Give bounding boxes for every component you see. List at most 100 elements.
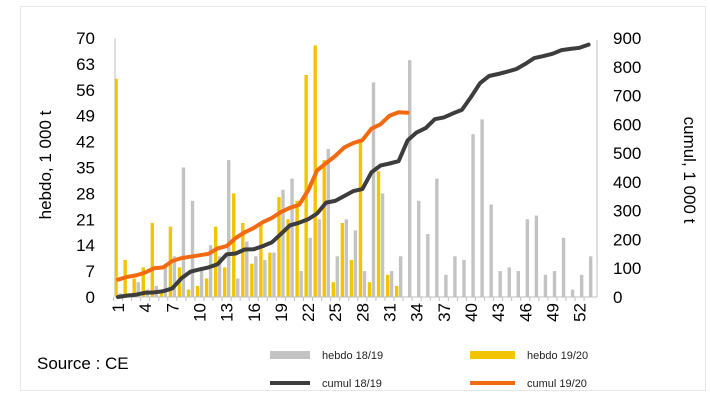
y-tick-label-left: 49 (76, 107, 95, 126)
bar-hebdo-18-19 (136, 282, 140, 297)
bar-hebdo-18-19 (181, 167, 186, 297)
bar-hebdo-19-20 (132, 278, 136, 297)
bar-hebdo-18-19 (543, 274, 548, 297)
chart-frame (20, 6, 706, 391)
x-tick-label: 52 (571, 303, 590, 322)
x-tick-label: 1 (109, 303, 128, 312)
x-tick-label: 22 (299, 303, 318, 322)
line-cumul-18-19 (116, 42, 591, 299)
bars-hebdo-18-19 (118, 60, 593, 298)
x-tick-label: 37 (435, 303, 454, 322)
bar-hebdo-19-20 (213, 226, 218, 297)
y-tick-label-left: 42 (76, 133, 95, 152)
legend-label-hebdo-18-19: hebdo 18/19 (322, 350, 383, 362)
bar-hebdo-18-19 (570, 289, 575, 297)
bar-hebdo-18-19 (217, 256, 222, 297)
bar-hebdo-18-19 (263, 260, 267, 297)
bar-hebdo-18-19 (516, 271, 520, 297)
y-ticks-right: 0 100 200 300 400 500 600 700 800 900 (613, 29, 641, 307)
y-tick-label-left: 14 (76, 236, 95, 255)
source-label: Source : CE (37, 354, 129, 373)
bar-hebdo-19-20 (223, 267, 227, 297)
bar-hebdo-19-20 (331, 282, 335, 297)
legend-label-cumul-18-19: cumul 18/19 (322, 378, 382, 390)
y-tick-label-left: 21 (76, 210, 95, 229)
bar-hebdo-18-19 (525, 219, 530, 297)
bar-hebdo-19-20 (286, 219, 290, 297)
bar-hebdo-19-20 (277, 197, 281, 297)
y-tick-label-right: 0 (613, 288, 622, 307)
x-tick-label: 31 (381, 303, 400, 322)
bar-hebdo-19-20 (322, 160, 326, 297)
bar-hebdo-18-19 (380, 193, 385, 297)
bar-hebdo-18-19 (335, 256, 339, 297)
y-axis-title-left: hebdo, 1 000 t (36, 110, 55, 219)
x-tick-label: 34 (408, 303, 427, 322)
x-tick-label: 4 (136, 303, 155, 312)
bar-hebdo-18-19 (389, 271, 394, 297)
bar-hebdo-18-19 (199, 267, 204, 297)
bar-hebdo-19-20 (241, 223, 245, 297)
x-tick-label: 28 (353, 303, 372, 322)
bar-hebdo-18-19 (281, 189, 285, 297)
bar-hebdo-19-20 (367, 282, 372, 297)
bar-hebdo-18-19 (552, 271, 557, 297)
bar-hebdo-18-19 (480, 119, 484, 298)
bar-hebdo-18-19 (471, 134, 475, 297)
y-tick-label-right: 700 (613, 87, 641, 106)
bar-hebdo-18-19 (227, 160, 231, 297)
bar-hebdo-19-20 (186, 289, 191, 297)
y-tick-label-left: 56 (76, 81, 95, 100)
bar-hebdo-19-20 (385, 274, 390, 297)
bar-hebdo-19-20 (259, 223, 263, 297)
bar-hebdo-18-19 (534, 215, 539, 297)
x-tick-label: 13 (218, 303, 237, 322)
bar-hebdo-18-19 (408, 60, 412, 298)
y-tick-label-left: 7 (86, 262, 95, 281)
x-tick-label: 43 (489, 303, 508, 322)
bar-hebdo-18-19 (272, 252, 276, 297)
y-tick-label-right: 100 (613, 259, 641, 278)
y-ticks-left: 0 7 14 21 28 35 42 49 56 63 70 (76, 29, 95, 307)
x-tick-label: 46 (516, 303, 535, 322)
bar-hebdo-18-19 (462, 260, 466, 297)
bar-hebdo-18-19 (589, 256, 593, 297)
bar-hebdo-19-20 (304, 75, 308, 297)
bar-hebdo-18-19 (190, 200, 195, 297)
bar-hebdo-18-19 (561, 237, 566, 297)
y-tick-label-left: 28 (76, 184, 95, 203)
x-tick-label: 25 (326, 303, 345, 322)
x-tick-marks (112, 297, 585, 301)
bar-hebdo-19-20 (150, 223, 154, 297)
bar-hebdo-18-19 (163, 263, 168, 297)
bar-hebdo-18-19 (444, 274, 448, 297)
bar-hebdo-18-19 (353, 230, 358, 297)
bar-hebdo-19-20 (232, 193, 236, 297)
line-cumul-19-20 (116, 110, 410, 282)
bar-hebdo-19-20 (195, 285, 200, 297)
bar-hebdo-18-19 (308, 237, 312, 297)
bar-hebdo-18-19 (317, 219, 321, 297)
bar-hebdo-19-20 (394, 285, 399, 297)
y-tick-label-left: 70 (76, 29, 95, 48)
bar-hebdo-19-20 (376, 171, 381, 297)
bar-hebdo-18-19 (245, 241, 249, 297)
x-tick-label: 10 (190, 303, 209, 322)
bar-hebdo-18-19 (299, 271, 303, 297)
y-tick-label-right: 200 (613, 230, 641, 249)
bar-hebdo-18-19 (254, 256, 258, 297)
bar-hebdo-18-19 (208, 245, 213, 297)
bar-hebdo-18-19 (453, 256, 457, 297)
bar-hebdo-19-20 (295, 200, 299, 297)
x-tick-label: 7 (163, 303, 182, 312)
bar-hebdo-18-19 (579, 274, 584, 297)
x-tick-label: 16 (245, 303, 264, 322)
y-axis-title-right: cumul, 1 000 t (680, 117, 699, 224)
bar-hebdo-18-19 (290, 178, 294, 297)
bar-hebdo-19-20 (268, 252, 272, 297)
bar-hebdo-18-19 (172, 256, 177, 297)
bar-hebdo-18-19 (435, 178, 439, 297)
y-tick-label-left: 0 (86, 288, 95, 307)
bar-hebdo-19-20 (114, 78, 118, 297)
